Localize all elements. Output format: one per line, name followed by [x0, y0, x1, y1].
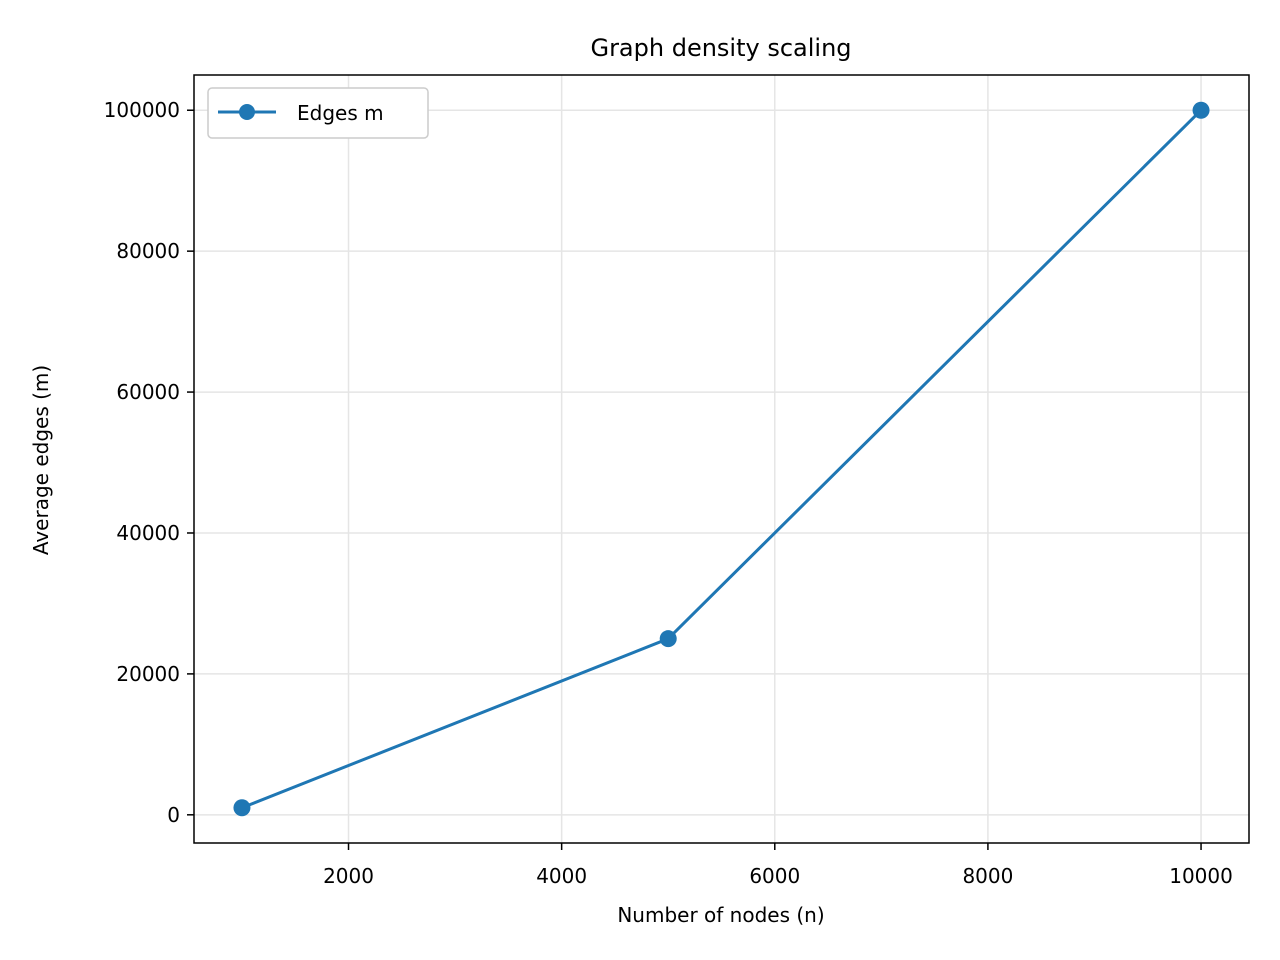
- y-tick-label: 80000: [116, 239, 180, 263]
- y-tick-label: 20000: [116, 662, 180, 686]
- legend-marker-edges-m: [239, 104, 255, 120]
- legend-label-edges-m: Edges m: [297, 101, 384, 125]
- y-tick-label: 0: [167, 803, 180, 827]
- chart-title: Graph density scaling: [590, 34, 851, 62]
- data-point: [1192, 101, 1210, 119]
- x-tick-label: 6000: [749, 864, 800, 888]
- x-tick-label: 10000: [1169, 864, 1233, 888]
- y-tick-label: 100000: [104, 98, 180, 122]
- y-tick-label: 40000: [116, 521, 180, 545]
- legend: Edges m: [207, 87, 429, 139]
- plot-frame: [193, 74, 1250, 844]
- x-tick-label: 2000: [323, 864, 374, 888]
- data-point: [659, 630, 677, 648]
- series-layer: [233, 101, 1210, 817]
- y-axis-title: Average edges (m): [29, 365, 53, 555]
- x-axis: 2000 4000 6000 8000 10000: [323, 843, 1233, 888]
- x-axis-title: Number of nodes (n): [617, 903, 824, 927]
- y-tick-label: 60000: [116, 380, 180, 404]
- y-axis: 0 20000 40000 60000 80000 100000: [104, 98, 194, 827]
- x-tick-label: 4000: [536, 864, 587, 888]
- legend-box: [207, 87, 429, 139]
- x-tick-label: 8000: [962, 864, 1013, 888]
- data-point: [233, 799, 251, 817]
